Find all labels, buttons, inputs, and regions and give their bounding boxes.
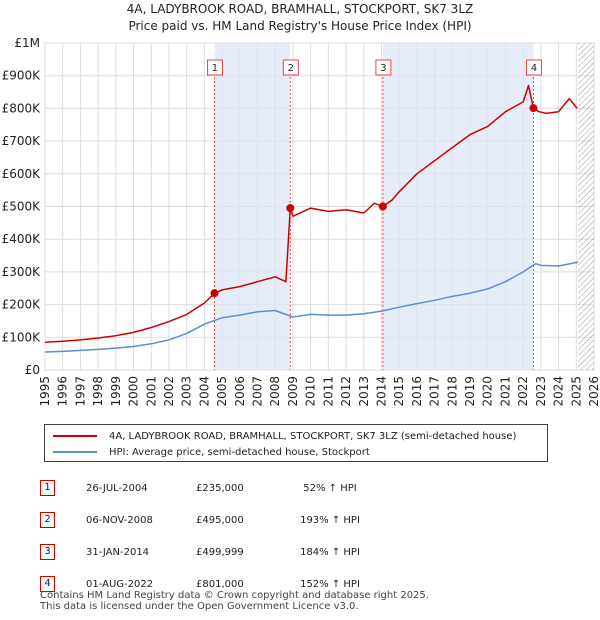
footer-licence: This data is licensed under the Open Gov… xyxy=(40,601,359,612)
x-tick-label: 2006 xyxy=(233,376,247,407)
y-tick-label: £0 xyxy=(25,363,40,377)
x-tick-label: 2003 xyxy=(180,376,194,407)
sale-price: £495,000 xyxy=(196,514,244,526)
sale-badge: 2 xyxy=(40,512,55,528)
x-tick-label: 2004 xyxy=(197,376,211,407)
legend-label-property: 4A, LADYBROOK ROAD, BRAMHALL, STOCKPORT,… xyxy=(109,430,517,442)
sale-label-number: 3 xyxy=(380,63,386,74)
legend-item-property: 4A, LADYBROOK ROAD, BRAMHALL, STOCKPORT,… xyxy=(53,429,516,443)
x-tick-label: 1996 xyxy=(56,376,70,407)
x-tick-label: 2023 xyxy=(534,376,548,407)
x-tick-label: 2016 xyxy=(410,376,424,407)
ownership-band xyxy=(214,43,291,370)
sale-date: 06-NOV-2008 xyxy=(86,514,153,526)
sale-price: £499,999 xyxy=(196,546,244,558)
sale-hpi-change: 52% ↑ HPI xyxy=(303,482,357,494)
x-tick-label: 2018 xyxy=(445,376,459,407)
y-tick-label: £900K xyxy=(2,69,42,83)
sale-label-number: 1 xyxy=(212,63,218,74)
footer: Contains HM Land Registry data © Crown c… xyxy=(40,590,429,612)
legend-item-hpi: HPI: Average price, semi-detached house,… xyxy=(53,445,370,459)
transactions-table: 1 26-JUL-2004 £235,000 52% ↑ HPI 2 06-NO… xyxy=(40,472,380,600)
x-tick-label: 2000 xyxy=(127,376,141,407)
x-tick-label: 2017 xyxy=(428,376,442,407)
y-tick-label: £200K xyxy=(2,298,42,312)
table-row: 3 31-JAN-2014 £499,999 184% ↑ HPI xyxy=(40,536,380,568)
x-tick-label: 1998 xyxy=(91,376,105,407)
x-tick-label: 2011 xyxy=(321,376,335,407)
y-tick-label: £600K xyxy=(2,167,42,181)
x-tick-label: 2021 xyxy=(498,376,512,407)
table-row: 4 01-AUG-2022 £801,000 152% ↑ HPI xyxy=(40,568,380,600)
sale-label-box xyxy=(206,59,223,76)
x-tick-label: 2007 xyxy=(251,376,265,407)
x-tick-label: 2009 xyxy=(286,376,300,407)
x-tick-label: 2025 xyxy=(569,376,583,407)
sale-label-box xyxy=(525,59,542,76)
y-tick-label: £800K xyxy=(2,101,42,115)
sale-marker xyxy=(378,202,387,211)
sale-label-number: 2 xyxy=(288,63,294,74)
x-tick-label: 1997 xyxy=(73,376,87,407)
x-tick-label: 2012 xyxy=(339,376,353,407)
sale-price: £235,000 xyxy=(196,482,244,494)
x-tick-label: 2010 xyxy=(304,376,318,407)
hpi-line xyxy=(44,261,579,353)
y-tick-label: £300K xyxy=(2,265,42,279)
sale-label-box xyxy=(282,59,299,76)
legend: 4A, LADYBROOK ROAD, BRAMHALL, STOCKPORT,… xyxy=(44,424,548,462)
x-tick-label: 2026 xyxy=(587,376,600,407)
sale-date: 31-JAN-2014 xyxy=(86,546,150,558)
sale-badge: 3 xyxy=(40,544,55,560)
sale-date: 26-JUL-2004 xyxy=(86,482,148,494)
sale-date: 01-AUG-2022 xyxy=(86,578,154,590)
sale-marker xyxy=(210,289,219,298)
future-hatch-region xyxy=(578,43,594,370)
sale-hpi-change: 193% ↑ HPI xyxy=(300,514,360,526)
sale-price: £801,000 xyxy=(196,578,244,590)
x-tick-label: 2020 xyxy=(481,376,495,407)
x-tick-label: 2014 xyxy=(374,376,388,407)
x-tick-label: 2015 xyxy=(392,376,406,407)
sale-hpi-change: 152% ↑ HPI xyxy=(300,578,360,590)
legend-label-hpi: HPI: Average price, semi-detached house,… xyxy=(109,446,370,458)
y-tick-label: £700K xyxy=(2,134,42,148)
x-tick-label: 2008 xyxy=(268,376,282,407)
x-tick-label: 2022 xyxy=(516,376,530,407)
sale-label-box xyxy=(375,59,392,76)
chart-title: 4A, LADYBROOK ROAD, BRAMHALL, STOCKPORT,… xyxy=(126,2,474,16)
x-tick-label: 2002 xyxy=(162,376,176,407)
sale-badge: 1 xyxy=(40,480,55,496)
x-tick-label: 2019 xyxy=(463,376,477,407)
x-tick-label: 1995 xyxy=(38,376,52,407)
sale-marker xyxy=(529,104,538,113)
x-tick-label: 1999 xyxy=(109,376,123,407)
y-tick-label: £500K xyxy=(2,200,42,214)
x-tick-label: 2001 xyxy=(144,376,158,407)
sale-badge: 4 xyxy=(40,576,55,592)
legend-swatch-hpi xyxy=(53,451,97,453)
sale-marker xyxy=(286,204,295,213)
x-tick-label: 2005 xyxy=(215,376,229,407)
sale-hpi-change: 184% ↑ HPI xyxy=(300,546,360,558)
y-tick-label: £100K xyxy=(2,330,42,344)
ownership-band xyxy=(382,43,534,370)
x-tick-label: 2013 xyxy=(357,376,371,407)
price-chart: 1 2 3 4 £0 £100K £200K £300K £400K £500K £600K £70… xyxy=(2,36,600,407)
x-tick-label: 2024 xyxy=(552,376,566,407)
y-tick-label: £1M xyxy=(14,36,40,50)
property-price-line xyxy=(44,84,578,343)
table-row: 1 26-JUL-2004 £235,000 52% ↑ HPI xyxy=(40,472,380,504)
chart-subtitle: Price paid vs. HM Land Registry's House … xyxy=(128,19,472,33)
y-tick-label: £400K xyxy=(2,232,42,246)
table-row: 2 06-NOV-2008 £495,000 193% ↑ HPI xyxy=(40,504,380,536)
sale-label-number: 4 xyxy=(531,63,537,74)
legend-swatch-property xyxy=(53,435,97,437)
footer-copyright: Contains HM Land Registry data © Crown c… xyxy=(40,590,429,601)
